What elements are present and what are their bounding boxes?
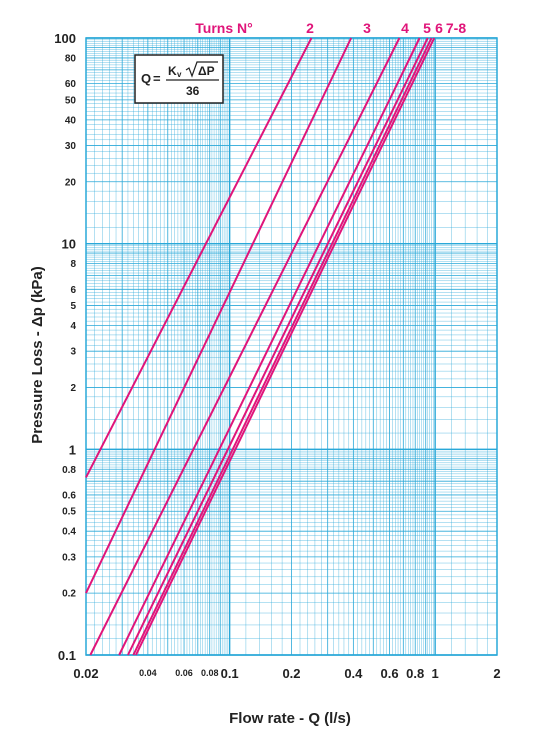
x-tick-label: 0.6: [381, 666, 399, 681]
x-tick-label: 0.06: [175, 668, 193, 678]
series-line-2: [85, 37, 353, 594]
y-tick-label: 10: [62, 237, 76, 252]
series-label-7-8: 7-8: [446, 20, 466, 36]
series-label-4: 4: [401, 20, 409, 36]
y-tick-labels: 100 80 60 50 40 30 20 10 8 6 5 4 3 2 1 0.8 0.6 0.5 0.4 0.3 0…: [54, 31, 76, 663]
y-tick-label: 0.6: [62, 490, 76, 501]
series-line-3: [89, 37, 401, 656]
y-tick-label: 20: [65, 177, 77, 188]
series-label-5: 5: [423, 20, 431, 36]
formula-root-content: ΔP: [198, 64, 215, 78]
series-label-6: 6: [435, 20, 443, 36]
y-tick-label: 4: [70, 321, 76, 332]
x-tick-labels: 0.02 0.04 0.06 0.08 0.1 0.2 0.4 0.6 0.8 1 2: [73, 666, 500, 681]
y-axis-title: Pressure Loss - Δp (kPa): [29, 266, 46, 444]
y-tick-label: 2: [70, 383, 76, 394]
x-tick-label: 2: [493, 666, 500, 681]
x-tick-label: 0.4: [344, 666, 363, 681]
y-tick-label: 5: [70, 301, 76, 312]
formula-lhs: Q: [141, 71, 151, 86]
x-tick-label: 0.1: [221, 666, 239, 681]
y-tick-label: 30: [65, 141, 77, 152]
y-tick-label: 80: [65, 53, 77, 64]
x-tick-label: 0.2: [282, 666, 300, 681]
x-tick-label: 1: [432, 666, 439, 681]
formula-box: Q = K v ΔP 36: [134, 54, 224, 104]
x-tick-label: 0.04: [139, 668, 157, 678]
formula-k: K: [168, 64, 177, 78]
series-label-3: 3: [363, 20, 371, 36]
y-tick-label: 1: [69, 442, 76, 457]
series-line-4: [118, 37, 421, 656]
y-tick-label: 8: [70, 259, 76, 270]
x-tick-label: 0.8: [406, 666, 424, 681]
square-root-sign: [185, 61, 218, 78]
y-tick-label: 50: [65, 95, 77, 106]
x-axis-title: Flow rate - Q (l/s): [229, 710, 351, 727]
series-line-7-8: [135, 37, 436, 656]
y-tick-label: 6: [70, 285, 76, 296]
x-axis-title-prefix: Flow rate -: [229, 710, 308, 727]
series-line-5: [127, 37, 429, 656]
formula-denominator: 36: [186, 84, 200, 98]
y-tick-label: 100: [54, 31, 76, 46]
series-header: Turns N°: [195, 20, 252, 36]
series-label-2: 2: [306, 20, 314, 36]
y-tick-label: 0.1: [58, 648, 76, 663]
y-tick-label: 60: [65, 79, 77, 90]
formula-equals: =: [153, 71, 161, 86]
series-line-6: [132, 37, 433, 656]
x-axis-title-unit: (l/s): [320, 710, 351, 727]
y-tick-label: 0.4: [62, 527, 76, 538]
y-tick-label: 40: [65, 115, 77, 126]
x-tick-label: 0.02: [73, 666, 98, 681]
y-tick-label: 0.5: [62, 507, 76, 518]
y-tick-label: 0.8: [62, 465, 76, 476]
series-lines: [85, 37, 436, 656]
formula-frame: [134, 54, 224, 104]
y-tick-label: 0.2: [62, 589, 76, 600]
plot-frame: [85, 37, 498, 656]
y-tick-label: 0.3: [62, 552, 76, 563]
grid: [85, 37, 498, 656]
y-tick-label: 3: [70, 347, 76, 358]
series-line-unlabeled: [85, 37, 313, 478]
x-tick-label: 0.08: [201, 668, 219, 678]
formula-k-subscript: v: [177, 70, 182, 79]
x-axis-title-symbol: Q: [308, 710, 320, 727]
